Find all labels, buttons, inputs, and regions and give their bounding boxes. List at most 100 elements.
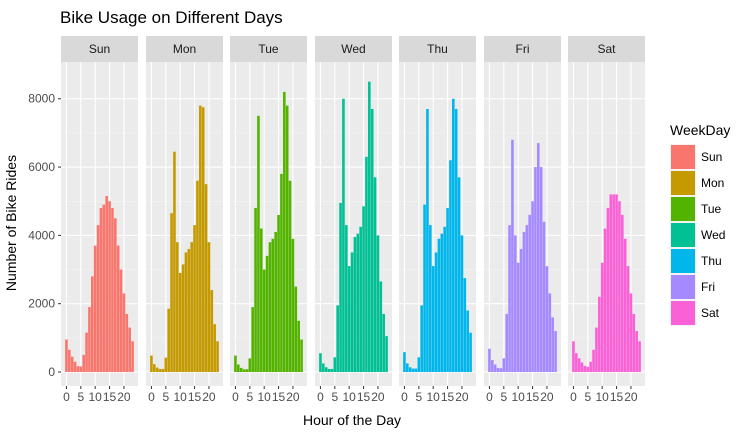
legend-item-mon: Mon bbox=[670, 170, 724, 196]
x-tick-label: 10 bbox=[258, 390, 272, 404]
bar-mon-hour-22 bbox=[213, 324, 216, 372]
bar-fri-hour-18 bbox=[539, 167, 543, 372]
bar-mon-hour-14 bbox=[190, 242, 193, 372]
x-tick-label: 15 bbox=[103, 390, 117, 404]
facet-label: Sun bbox=[89, 42, 110, 56]
bar-sat-hour-4 bbox=[583, 365, 587, 372]
facet-label: Fri bbox=[516, 42, 530, 56]
x-tick-label: 20 bbox=[624, 390, 638, 404]
x-tick-label: 20 bbox=[202, 390, 216, 404]
bar-mon-hour-18 bbox=[201, 107, 205, 372]
bar-tue-hour-2 bbox=[239, 367, 243, 372]
bar-tue-hour-21 bbox=[294, 286, 298, 372]
bar-sun-hour-20 bbox=[122, 293, 126, 372]
bar-wed-hour-15 bbox=[362, 206, 365, 372]
bar-thu-hour-8 bbox=[426, 108, 429, 373]
bar-sun-hour-2 bbox=[70, 356, 74, 372]
bar-fri-hour-14 bbox=[528, 214, 531, 372]
bar-tue-hour-7 bbox=[254, 208, 257, 372]
bar-fri-hour-2 bbox=[493, 364, 497, 372]
bar-sat-hour-19 bbox=[626, 266, 630, 372]
legend-swatch bbox=[671, 275, 695, 299]
x-tick-label: 5 bbox=[77, 390, 84, 404]
legend-item-thu: Thu bbox=[670, 248, 722, 274]
bar-fri-hour-4 bbox=[499, 368, 503, 372]
bar-sun-hour-22 bbox=[128, 327, 131, 372]
facet-strip bbox=[61, 36, 138, 62]
x-tick-label: 10 bbox=[89, 390, 103, 404]
bar-sun-hour-5 bbox=[79, 366, 83, 372]
x-tick-label: 10 bbox=[512, 390, 526, 404]
bar-wed-hour-17 bbox=[368, 81, 371, 372]
legend-swatch bbox=[671, 145, 695, 169]
x-tick-label: 0 bbox=[486, 390, 493, 404]
bar-wed-hour-19 bbox=[373, 177, 377, 372]
facet-strip bbox=[146, 36, 223, 62]
bar-fri-hour-12 bbox=[522, 231, 526, 372]
x-tick-label: 15 bbox=[272, 390, 286, 404]
x-tick-label: 10 bbox=[596, 390, 610, 404]
bar-thu-hour-21 bbox=[463, 278, 467, 372]
bar-wed-hour-16 bbox=[365, 156, 368, 372]
bar-tue-hour-3 bbox=[242, 369, 246, 372]
x-tick-label: 10 bbox=[427, 390, 441, 404]
bar-sat-hour-14 bbox=[612, 194, 615, 372]
chart-title: Bike Usage on Different Days bbox=[60, 8, 283, 27]
bar-wed-hour-3 bbox=[327, 368, 331, 372]
bar-sun-hour-1 bbox=[68, 349, 71, 372]
bar-wed-hour-10 bbox=[347, 266, 351, 372]
x-tick-label: 10 bbox=[343, 390, 357, 404]
bar-sun-hour-17 bbox=[114, 218, 117, 372]
bar-tue-hour-11 bbox=[265, 255, 269, 372]
bar-mon-hour-12 bbox=[184, 252, 188, 372]
bar-sat-hour-8 bbox=[595, 327, 598, 372]
x-tick-label: 5 bbox=[500, 390, 507, 404]
bar-tue-hour-13 bbox=[271, 238, 275, 372]
legend-label: Wed bbox=[701, 228, 725, 242]
facet-label: Thu bbox=[427, 42, 448, 56]
bar-tue-hour-12 bbox=[268, 242, 272, 372]
bar-mon-hour-11 bbox=[181, 264, 185, 372]
panel-sat: Sat 0 5 10 15 20 bbox=[568, 36, 645, 404]
facet-strip bbox=[399, 36, 476, 62]
bar-thu-hour-2 bbox=[408, 367, 412, 372]
bar-thu-hour-14 bbox=[443, 226, 446, 372]
facet-label: Sat bbox=[597, 42, 616, 56]
bar-sat-hour-2 bbox=[577, 358, 581, 372]
bar-sun-hour-10 bbox=[93, 245, 97, 372]
bar-tue-hour-8 bbox=[257, 115, 260, 372]
bar-mon-hour-8 bbox=[173, 151, 176, 372]
x-tick-label: 15 bbox=[610, 390, 624, 404]
bar-mon-hour-3 bbox=[158, 368, 162, 372]
bar-wed-hour-22 bbox=[382, 313, 385, 372]
bar-thu-hour-11 bbox=[434, 252, 438, 372]
bar-tue-hour-17 bbox=[283, 91, 286, 372]
bar-fri-hour-0 bbox=[488, 348, 491, 372]
bar-tue-hour-9 bbox=[260, 228, 263, 372]
bar-sat-hour-23 bbox=[638, 341, 641, 372]
bar-tue-hour-15 bbox=[277, 214, 280, 372]
bar-wed-hour-20 bbox=[376, 235, 380, 372]
bar-sat-hour-20 bbox=[629, 293, 633, 372]
x-tick-label: 15 bbox=[526, 390, 540, 404]
bar-fri-hour-15 bbox=[531, 201, 534, 372]
x-tick-label: 5 bbox=[415, 390, 422, 404]
bar-tue-hour-1 bbox=[237, 364, 240, 372]
bar-tue-hour-16 bbox=[280, 173, 283, 372]
panel-mon: Mon 0 5 10 15 20 bbox=[146, 36, 223, 404]
bar-thu-hour-4 bbox=[414, 368, 418, 372]
bar-thu-hour-1 bbox=[406, 363, 409, 372]
bar-sun-hour-15 bbox=[108, 201, 111, 372]
bar-sat-hour-6 bbox=[589, 361, 592, 372]
bar-mon-hour-16 bbox=[196, 180, 199, 372]
x-tick-label: 15 bbox=[188, 390, 202, 404]
bar-fri-hour-20 bbox=[545, 266, 549, 372]
bar-sat-hour-10 bbox=[600, 262, 604, 372]
facet-strip bbox=[315, 36, 392, 62]
bar-fri-hour-7 bbox=[508, 225, 511, 372]
bar-fri-hour-21 bbox=[548, 293, 552, 372]
x-tick-label: 5 bbox=[246, 390, 253, 404]
bar-thu-hour-5 bbox=[417, 357, 421, 372]
legend-label: Thu bbox=[701, 254, 722, 268]
legend-item-sat: Sat bbox=[670, 300, 720, 326]
